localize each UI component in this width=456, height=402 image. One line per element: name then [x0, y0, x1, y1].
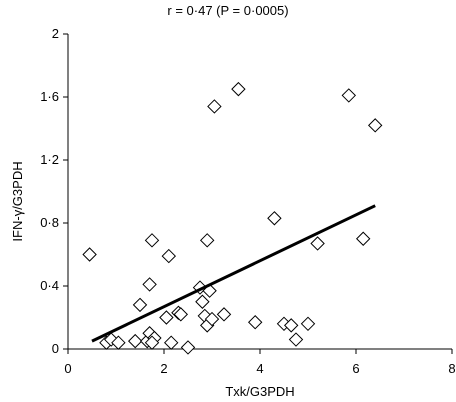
data-point [310, 236, 325, 251]
y-axis-label: IFN-γ/G3PDH [10, 161, 25, 241]
data-point [199, 233, 215, 248]
data-point [132, 297, 148, 313]
data-point [300, 316, 316, 332]
data-point [283, 318, 299, 333]
data-point [142, 277, 157, 292]
y-tick-label: 0 [52, 341, 59, 356]
data-point [207, 99, 222, 114]
data-point [231, 81, 246, 97]
y-tick-label: 0·4 [40, 278, 59, 293]
data-point [111, 335, 126, 350]
data-point [144, 233, 160, 248]
data-point [173, 307, 189, 322]
data-point [163, 335, 179, 350]
data-point [288, 332, 304, 347]
chart-title: r = 0·47 (P = 0·0005) [167, 3, 289, 18]
data-point [355, 231, 371, 246]
x-axis-label: Txk/G3PDH [225, 384, 294, 399]
x-tick-label: 0 [64, 361, 71, 376]
data-point [161, 248, 177, 264]
data-point [180, 340, 196, 355]
data-point [127, 333, 143, 349]
x-tick-label: 4 [256, 361, 263, 376]
y-tick-label: 1·2 [40, 152, 59, 167]
data-point [247, 315, 263, 330]
x-tick-label: 2 [160, 361, 167, 376]
data-point [367, 118, 383, 133]
data-point [195, 294, 210, 309]
data-point [144, 335, 160, 350]
x-tick-label: 6 [352, 361, 359, 376]
data-point [267, 211, 282, 226]
y-tick-label: 2 [52, 26, 59, 41]
data-point [159, 310, 174, 325]
x-tick-label: 8 [448, 361, 455, 376]
data-point [204, 311, 220, 327]
data-point [341, 88, 357, 103]
y-tick-label: 0·8 [40, 215, 59, 230]
data-point [82, 247, 97, 262]
regression-line [91, 204, 376, 343]
y-tick-label: 1·6 [40, 89, 59, 104]
data-point [216, 307, 232, 322]
